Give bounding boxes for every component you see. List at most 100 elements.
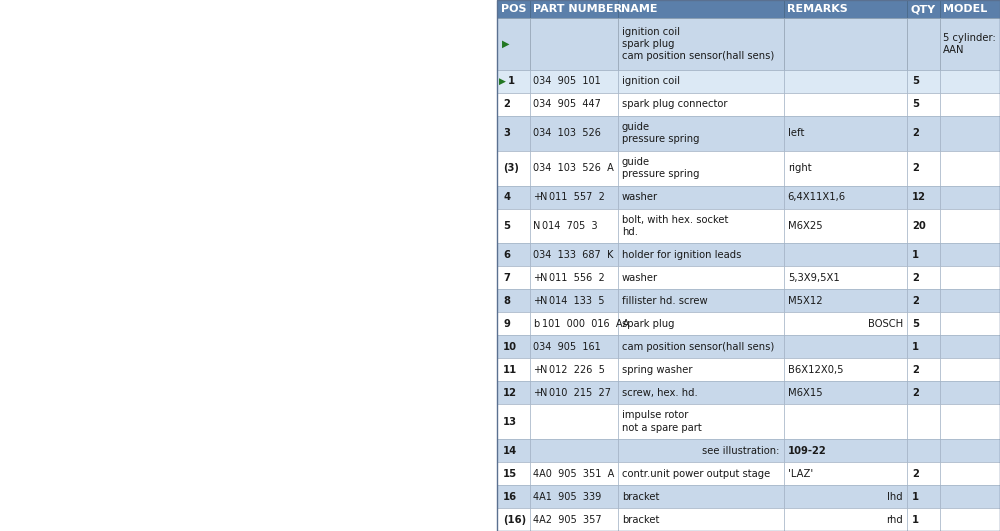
- Text: washer: washer: [622, 192, 658, 202]
- Text: 034  103  526: 034 103 526: [533, 128, 601, 138]
- Text: 2: 2: [912, 388, 919, 398]
- Bar: [618, 116, 784, 151]
- Text: 'LAZ': 'LAZ': [788, 468, 813, 478]
- Text: fillister hd. screw: fillister hd. screw: [622, 296, 707, 306]
- Text: 1: 1: [912, 250, 919, 260]
- Bar: [907, 151, 940, 185]
- Text: cam position sensor(hall sens): cam position sensor(hall sens): [622, 342, 774, 352]
- Bar: [907, 462, 940, 485]
- Text: 2: 2: [503, 99, 510, 109]
- Bar: [530, 185, 618, 209]
- Text: 1: 1: [912, 492, 919, 502]
- Bar: [784, 508, 907, 531]
- Text: holder for ignition leads: holder for ignition leads: [622, 250, 741, 260]
- Bar: [497, 0, 530, 19]
- Text: washer: washer: [622, 273, 658, 283]
- Bar: [497, 312, 530, 335]
- Text: NAME: NAME: [621, 4, 658, 14]
- Text: N: N: [540, 273, 547, 283]
- Text: 8: 8: [503, 296, 510, 306]
- Text: 034  103  526  A: 034 103 526 A: [533, 163, 613, 173]
- Bar: [618, 485, 784, 508]
- Text: 2: 2: [912, 273, 919, 283]
- Bar: [530, 289, 618, 312]
- Bar: [618, 508, 784, 531]
- Text: +: +: [533, 273, 541, 283]
- Text: MODEL: MODEL: [943, 4, 987, 14]
- Text: right: right: [788, 163, 811, 173]
- Bar: [497, 116, 530, 151]
- Bar: [497, 439, 530, 462]
- Text: 12: 12: [912, 192, 926, 202]
- Text: 4A2  905  357: 4A2 905 357: [533, 515, 601, 525]
- Bar: [907, 93, 940, 116]
- Bar: [618, 462, 784, 485]
- Bar: [907, 508, 940, 531]
- Text: 14: 14: [503, 446, 517, 456]
- Text: spark plug connector: spark plug connector: [622, 99, 727, 109]
- Text: BOSCH: BOSCH: [868, 319, 903, 329]
- Bar: [907, 209, 940, 243]
- Text: 5: 5: [503, 221, 510, 231]
- Text: B6X12X0,5: B6X12X0,5: [788, 365, 843, 375]
- Text: 5: 5: [912, 319, 919, 329]
- Text: +: +: [533, 365, 541, 375]
- Text: N: N: [540, 388, 547, 398]
- Bar: [940, 485, 1000, 508]
- Text: 2: 2: [912, 468, 919, 478]
- Text: spark plug: spark plug: [622, 319, 674, 329]
- Text: 034  905  161: 034 905 161: [533, 342, 600, 352]
- Bar: [940, 209, 1000, 243]
- Bar: [907, 0, 940, 19]
- Text: 2: 2: [912, 296, 919, 306]
- Bar: [907, 243, 940, 267]
- Bar: [497, 209, 530, 243]
- Bar: [907, 358, 940, 381]
- Bar: [618, 209, 784, 243]
- Bar: [618, 267, 784, 289]
- Bar: [618, 243, 784, 267]
- Text: N: N: [540, 365, 547, 375]
- Text: screw, hex. hd.: screw, hex. hd.: [622, 388, 697, 398]
- Text: ▶: ▶: [502, 39, 510, 49]
- Bar: [784, 209, 907, 243]
- Text: 20: 20: [912, 221, 926, 231]
- Bar: [940, 267, 1000, 289]
- Bar: [618, 289, 784, 312]
- Bar: [784, 289, 907, 312]
- Text: +: +: [533, 296, 541, 306]
- Bar: [907, 404, 940, 439]
- Bar: [940, 243, 1000, 267]
- Text: 11: 11: [503, 365, 517, 375]
- Bar: [497, 151, 530, 185]
- Bar: [618, 335, 784, 358]
- Text: M6X25: M6X25: [788, 221, 822, 231]
- Bar: [940, 0, 1000, 19]
- Bar: [907, 335, 940, 358]
- Bar: [784, 19, 907, 70]
- Text: 4A0  905  351  A: 4A0 905 351 A: [533, 468, 614, 478]
- Text: bracket: bracket: [622, 515, 659, 525]
- Bar: [618, 381, 784, 404]
- Bar: [784, 151, 907, 185]
- Text: N: N: [540, 192, 547, 202]
- Bar: [907, 381, 940, 404]
- Bar: [497, 404, 530, 439]
- Bar: [940, 462, 1000, 485]
- Text: 1: 1: [508, 76, 515, 87]
- Bar: [530, 439, 618, 462]
- Bar: [907, 439, 940, 462]
- Bar: [784, 485, 907, 508]
- Text: 1: 1: [912, 515, 919, 525]
- Text: 6: 6: [503, 250, 510, 260]
- Bar: [530, 381, 618, 404]
- Bar: [940, 404, 1000, 439]
- Text: 12: 12: [503, 388, 517, 398]
- Text: bracket: bracket: [622, 492, 659, 502]
- Text: 5,3X9,5X1: 5,3X9,5X1: [788, 273, 839, 283]
- Text: 034  133  687  K: 034 133 687 K: [533, 250, 613, 260]
- Text: 2: 2: [912, 128, 919, 138]
- Text: left: left: [788, 128, 804, 138]
- Text: M6X15: M6X15: [788, 388, 822, 398]
- Bar: [530, 19, 618, 70]
